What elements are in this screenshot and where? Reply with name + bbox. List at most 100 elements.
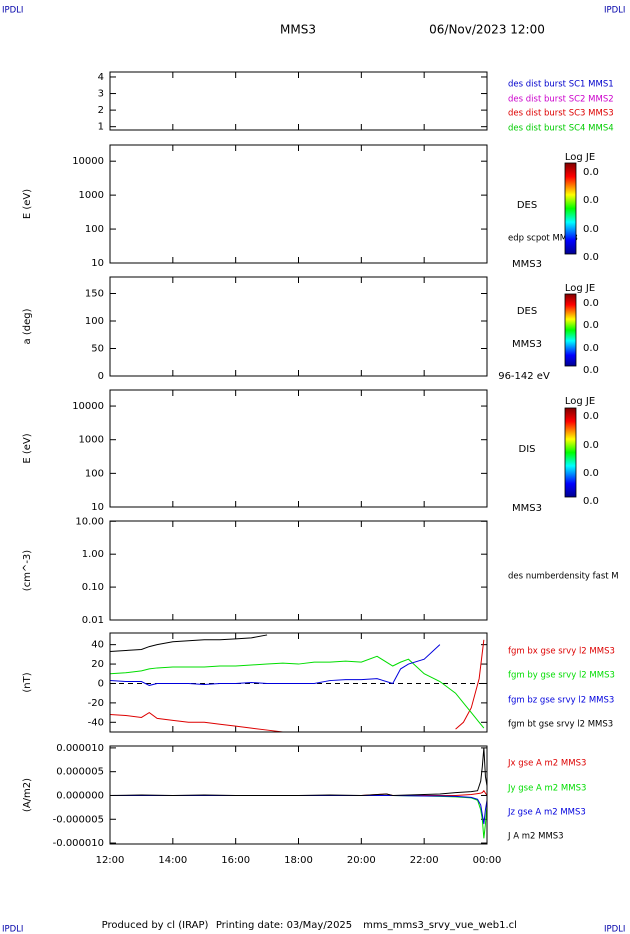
y-tick-label: 1 — [98, 122, 104, 133]
legend-entry: des dist burst SC2 MMS2 — [508, 95, 614, 105]
series-line — [110, 644, 441, 686]
annotation: 96-142 eV — [498, 371, 550, 382]
date: 06/Nov/2023 12:00 — [429, 23, 545, 37]
y-tick-label: 10000 — [72, 401, 104, 412]
colorbar-tick-label: 0.0 — [583, 224, 599, 235]
y-tick-label: 3 — [98, 89, 104, 100]
y-axis-label: (nT) — [22, 672, 33, 692]
y-tick-label: -0.000005 — [53, 814, 104, 825]
legend-entry: Jy gse A m2 MMS3 — [507, 784, 586, 794]
y-tick-label: 20 — [91, 659, 104, 670]
annotation: DES — [517, 200, 537, 211]
colorbar — [564, 407, 577, 498]
annotation: MMS3 — [512, 503, 542, 514]
colorbar — [564, 162, 577, 255]
y-tick-label: 100 — [85, 468, 104, 479]
colorbar-label: Log JE — [565, 396, 595, 407]
colorbar-tick-label: 0.0 — [583, 298, 599, 309]
y-tick-label: 0.000010 — [56, 743, 104, 754]
colorbar-tick-label: 0.0 — [583, 365, 599, 376]
annotation: DES — [517, 306, 537, 317]
x-tick-label: 00:00 — [473, 855, 502, 866]
legend-entry: des dist burst SC3 MMS3 — [508, 109, 614, 119]
x-tick-label: 16:00 — [221, 855, 250, 866]
y-tick-label: 10.00 — [75, 516, 104, 527]
colorbar-tick-label: 0.0 — [583, 252, 599, 263]
colorbar-tick-label: 0.0 — [583, 496, 599, 507]
y-tick-label: 1000 — [79, 190, 104, 201]
colorbar-tick-label: 0.0 — [583, 195, 599, 206]
legend-entry: fgm bt gse srvy l2 MMS3 — [508, 720, 613, 730]
y-tick-label: 100 — [85, 224, 104, 235]
panel-frame — [109, 520, 488, 621]
panel-frame — [109, 71, 488, 131]
colorbar — [564, 293, 577, 367]
panel-frame — [109, 144, 488, 264]
y-tick-label: 2 — [98, 105, 104, 116]
y-axis-label: E (eV) — [22, 189, 33, 219]
y-axis-label: (A/m2) — [22, 778, 33, 812]
x-tick-label: 20:00 — [347, 855, 376, 866]
colorbar-tick-label: 0.0 — [583, 343, 599, 354]
y-tick-label: 1000 — [79, 435, 104, 446]
x-tick-label: 14:00 — [158, 855, 187, 866]
colorbar-tick-label: 0.0 — [583, 320, 599, 331]
legend-entry: des dist burst SC4 MMS4 — [508, 124, 614, 134]
y-tick-label: 40 — [91, 640, 104, 651]
colorbar-label: Log JE — [565, 152, 595, 163]
y-tick-label: 50 — [91, 344, 104, 355]
colorbar-tick-label: 0.0 — [583, 411, 599, 422]
legend-entry: Jx gse A m2 MMS3 — [507, 759, 586, 769]
footer-file: mms_mms3_srvy_vue_web1.cl — [363, 920, 517, 931]
y-tick-label: 1.00 — [82, 549, 104, 560]
panel-frame — [109, 632, 488, 733]
annotation: DIS — [519, 444, 536, 455]
y-tick-label: 0.000005 — [56, 767, 104, 778]
panel-frame — [109, 745, 488, 845]
legend-entry: fgm by gse srvy l2 MMS3 — [508, 671, 615, 681]
y-tick-label: 100 — [85, 316, 104, 327]
panel-frame — [109, 276, 488, 377]
annotation: MMS3 — [512, 259, 542, 270]
y-tick-label: 150 — [85, 289, 104, 300]
footer-printing: Printing date: 03/May/2025 — [216, 920, 352, 931]
series-line — [110, 639, 485, 732]
y-tick-label: -20 — [88, 698, 104, 709]
y-axis-label: E (eV) — [22, 433, 33, 463]
colorbar-label: Log JE — [565, 283, 595, 294]
x-tick-label: 18:00 — [284, 855, 313, 866]
y-tick-label: 0.01 — [82, 615, 104, 626]
colorbar-tick-label: 0.0 — [583, 440, 599, 451]
y-tick-label: 0 — [98, 678, 104, 689]
y-tick-label: 4 — [98, 72, 104, 83]
colorbar-tick-label: 0.0 — [583, 468, 599, 479]
y-tick-label: 0.000000 — [56, 790, 104, 801]
y-axis-label: a (deg) — [22, 308, 33, 344]
x-tick-label: 12:00 — [96, 855, 125, 866]
series-line — [110, 747, 487, 796]
legend-entry: fgm bz gse srvy l2 MMS3 — [508, 696, 614, 706]
panel-frame — [109, 389, 488, 508]
legend-entry: Jz gse A m2 MMS3 — [507, 808, 586, 818]
tag: IPDLI — [2, 6, 23, 16]
tag: IPDLI — [604, 925, 625, 934]
annotation: des numberdensity fast M — [508, 572, 619, 582]
y-tick-label: -0.000010 — [53, 838, 104, 849]
y-axis-label: (cm^-3) — [22, 550, 33, 591]
y-tick-label: 0 — [98, 371, 104, 382]
annotation: MMS3 — [512, 339, 542, 350]
y-tick-label: 10 — [91, 502, 104, 513]
tag: IPDLI — [2, 925, 23, 934]
legend-entry: fgm bx gse srvy l2 MMS3 — [508, 647, 615, 657]
annotation: edp scpot MMS3 — [508, 234, 578, 244]
legend-entry: J A m2 MMS3 — [507, 832, 564, 842]
footer-producer: Produced by cl (IRAP) — [102, 920, 209, 931]
x-tick-label: 22:00 — [410, 855, 439, 866]
spacecraft: MMS3 — [280, 23, 316, 37]
y-tick-label: -40 — [88, 717, 104, 728]
tag: IPDLI — [604, 6, 625, 16]
legend-entry: des dist burst SC1 MMS1 — [508, 80, 614, 90]
colorbar-tick-label: 0.0 — [583, 167, 599, 178]
